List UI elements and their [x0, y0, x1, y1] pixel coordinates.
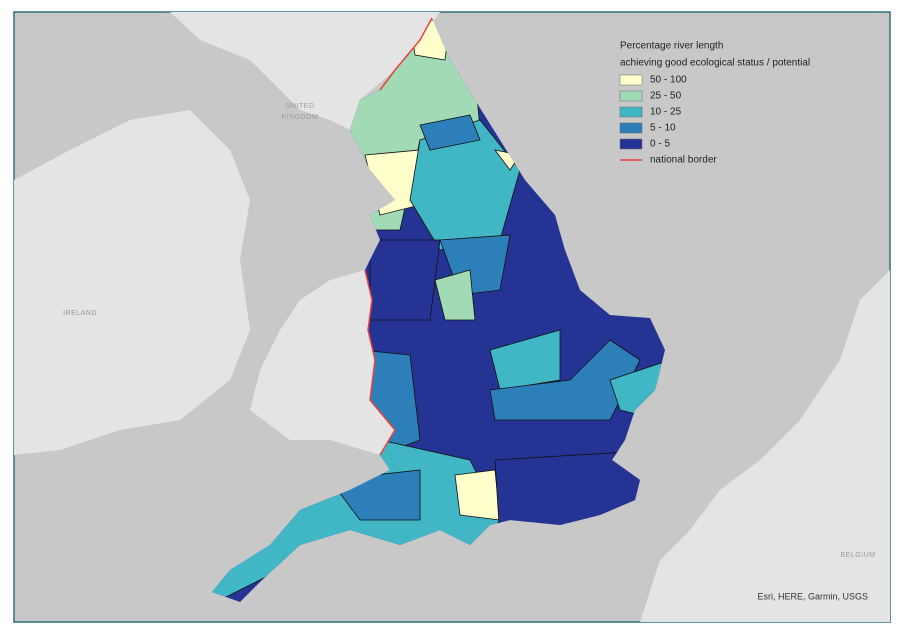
map-label: UNITED [285, 103, 314, 110]
national-border [364, 17, 433, 456]
legend-label: 25 - 50 [650, 91, 682, 102]
legend-title: Percentage river length [620, 41, 723, 52]
legend-label: 50 - 100 [650, 75, 687, 86]
legend-swatch [619, 122, 643, 134]
basin [369, 239, 441, 321]
legend: Percentage river length achieving good e… [619, 41, 810, 166]
map-label: KINGDOM [282, 114, 319, 121]
basin [419, 114, 481, 151]
legend-label: 5 - 10 [650, 123, 676, 134]
basin [434, 269, 476, 321]
attribution: Esri, HERE, Garmin, USGS [757, 591, 868, 601]
england [212, 18, 665, 602]
background-land [14, 12, 890, 622]
legend-label: national border [650, 155, 717, 166]
legend-title: achieving good ecological status / poten… [620, 58, 810, 69]
map-label: BELGIUM [840, 552, 875, 559]
basin [454, 469, 501, 521]
map-label: IRELAND [63, 310, 97, 317]
legend-swatch [619, 138, 643, 150]
legend-swatch [619, 74, 643, 86]
legend-label: 10 - 25 [650, 107, 682, 118]
legend-label: 0 - 5 [650, 139, 670, 150]
legend-swatch [619, 90, 643, 102]
basin [489, 329, 561, 391]
legend-swatch [619, 106, 643, 118]
